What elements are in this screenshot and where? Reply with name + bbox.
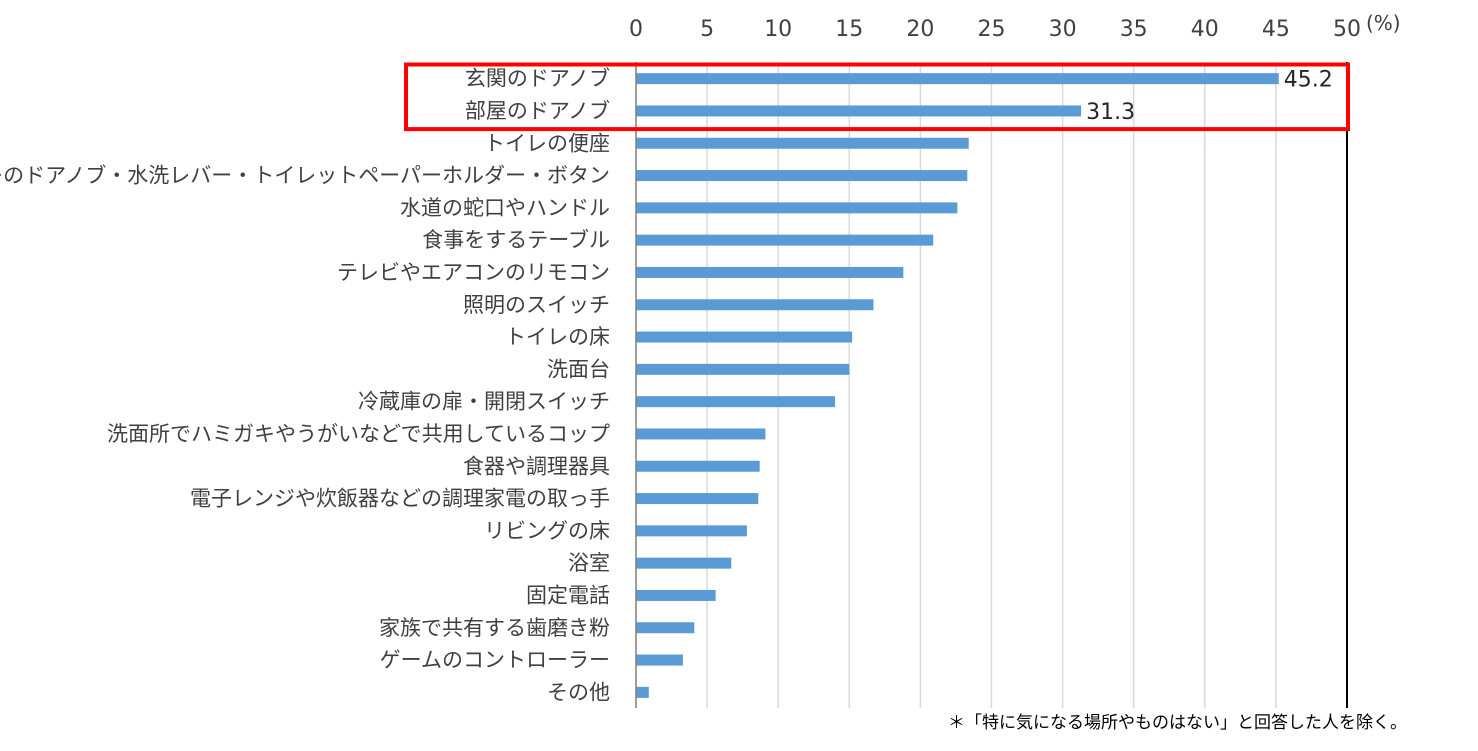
bar — [636, 202, 958, 214]
category-label: 部屋のドアノブ — [465, 99, 610, 123]
axes — [635, 62, 1348, 708]
x-tick-label: 5 — [700, 17, 714, 42]
category-label: その他 — [547, 680, 610, 704]
bar — [636, 73, 1279, 85]
bar — [636, 105, 1082, 117]
category-label: ゲームのコントローラー — [380, 648, 610, 672]
x-tick-label: 40 — [1191, 17, 1219, 42]
x-tick-label: 35 — [1120, 17, 1148, 42]
x-tick-label: 25 — [978, 17, 1006, 42]
bar — [636, 557, 732, 569]
footnote: ＊「特に気になる場所やものはない」と回答した人を除く。 — [948, 713, 1407, 733]
x-tick-label: 20 — [906, 17, 934, 42]
category-labels: 玄関のドアノブ部屋のドアノブトイレの便座トイレのドアノブ・水洗レバー・トイレット… — [0, 67, 610, 705]
x-tick-label: 45 — [1262, 17, 1290, 42]
category-label: トイレの便座 — [484, 131, 610, 155]
bar — [636, 363, 850, 375]
category-label: 固定電話 — [526, 583, 610, 607]
bar — [636, 266, 904, 278]
category-label: 洗面所でハミガキやうがいなどで共用しているコップ — [107, 422, 610, 446]
bar — [636, 137, 969, 149]
category-label: リビングの床 — [484, 519, 610, 543]
data-label: 31.3 — [1086, 100, 1135, 125]
category-label: テレビやエアコンのリモコン — [337, 260, 610, 284]
tick-labels: 0 5 10 15 20 25 30 35 40 45 50 — [629, 17, 1361, 42]
bars — [636, 73, 1279, 698]
bar — [636, 460, 760, 472]
bar — [636, 396, 836, 408]
category-label: 洗面台 — [547, 357, 610, 381]
category-label: 冷蔵庫の扉・開閉スイッチ — [358, 390, 610, 414]
x-tick-label: 30 — [1049, 17, 1077, 42]
bar — [636, 654, 683, 666]
category-label: 食器や調理器具 — [463, 454, 610, 478]
category-label: 電子レンジや炊飯器などの調理家電の取っ手 — [190, 487, 610, 511]
bar — [636, 589, 716, 601]
x-tick-label: 50 — [1333, 17, 1361, 42]
bar — [636, 493, 759, 505]
bar — [636, 525, 747, 537]
x-tick-label: 0 — [629, 17, 643, 42]
category-label: 食事をするテーブル — [422, 228, 610, 252]
data-label: 45.2 — [1284, 68, 1333, 93]
category-label: 水道の蛇口やハンドル — [400, 196, 610, 220]
x-tick-label: 15 — [835, 17, 863, 42]
x-tick-label: 10 — [764, 17, 792, 42]
category-label: 浴室 — [568, 551, 610, 575]
bar — [636, 686, 649, 698]
bar — [636, 622, 695, 634]
bar — [636, 331, 853, 343]
bar — [636, 428, 766, 440]
unit-label: (%) — [1366, 11, 1401, 35]
bar — [636, 234, 934, 246]
highlight-box — [404, 62, 1350, 132]
bar — [636, 299, 874, 311]
gridlines — [706, 62, 1348, 708]
data-labels: 45.2 31.3 — [1086, 68, 1333, 125]
highlight-rectangle — [404, 62, 1350, 132]
category-label: 家族で共有する歯磨き粉 — [379, 616, 610, 640]
category-label: トイレのドアノブ・水洗レバー・トイレットペーパーホルダー・ボタン — [0, 164, 610, 188]
category-label: 玄関のドアノブ — [465, 67, 610, 91]
category-label: トイレの床 — [505, 325, 610, 349]
category-label: 照明のスイッチ — [463, 293, 610, 317]
bar — [636, 170, 968, 182]
